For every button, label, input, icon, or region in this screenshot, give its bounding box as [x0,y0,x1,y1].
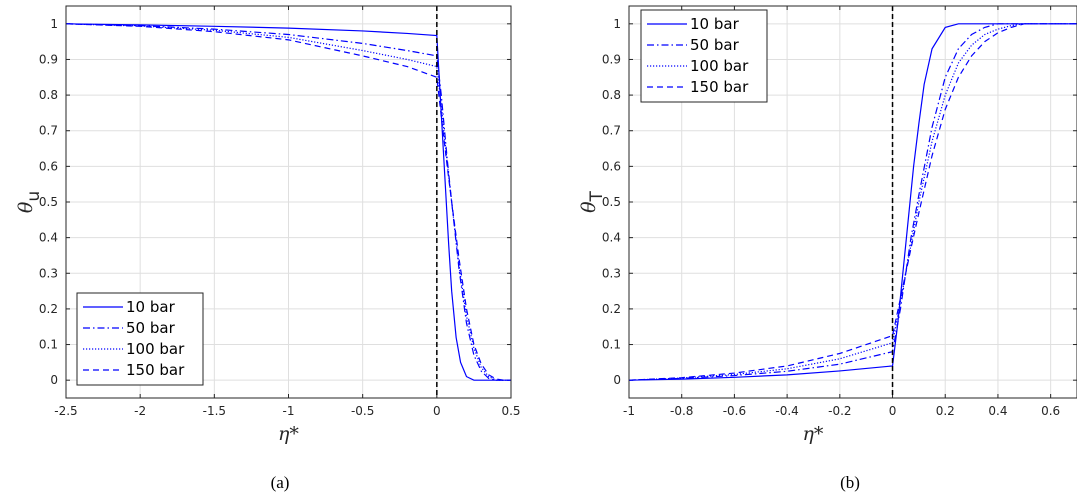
x-tick-label: -2.5 [54,404,77,418]
x-tick-label: 0.6 [1041,404,1060,418]
y-axis-label-subscript: T [587,190,607,202]
y-tick-label: 0.5 [602,195,621,209]
panel-caption: (a) [271,473,290,492]
x-tick-label: -0.4 [775,404,798,418]
x-tick-label: 0 [889,404,897,418]
x-tick-label: 0.5 [501,404,520,418]
legend-entry: 10 bar [690,15,740,33]
series-line-10-bar [629,23,1077,381]
axes-frame [65,5,512,399]
y-tick-label: 0.4 [602,231,621,245]
series-group [66,23,511,381]
y-tick-label: 0.7 [39,124,58,138]
legend-entry: 150 bar [126,361,185,379]
y-tick-label: 0.2 [602,302,621,316]
y-tick-label: 0.2 [39,302,58,316]
legend-entry: 10 bar [126,298,176,316]
y-tick-label: 0.9 [39,52,58,66]
series-line-10-bar [66,23,511,381]
series-line-150-bar [66,23,511,381]
y-tick-label: 0.9 [602,52,621,66]
x-tick-label: -1 [283,404,295,418]
axes-frame [628,5,1077,399]
x-tick-label: -1.5 [203,404,226,418]
y-axis-label: θu [15,191,44,213]
x-tick-label: 0.4 [988,404,1007,418]
chart-panel-0: -2.5 -2 -1.5 -1 -0.5 0 0.5 0 0.1 0.2 0.3 0.4 0.5 0.6 0… [15,5,521,492]
x-tick-label: -0.6 [723,404,746,418]
x-tick-label: 0 [433,404,441,418]
y-tick-label: 0 [613,373,621,387]
chart-panel-1: -1 -0.8 -0.6 -0.4 -0.2 0 0.2 0.4 0.6 0 0.1 0.2 0.3 0.… [578,5,1077,492]
series-line-150-bar [629,23,1077,381]
legend-entry: 50 bar [126,319,176,337]
legend-entry: 100 bar [690,57,749,75]
y-tick-label: 0.5 [39,195,58,209]
y-tick-label: 1 [50,17,58,31]
y-tick-label: 0.7 [602,124,621,138]
legend-entry: 100 bar [126,340,185,358]
y-tick-label: 0.6 [602,159,621,173]
legend-entry: 50 bar [690,36,740,54]
series-line-100-bar [66,23,511,381]
y-axis-label: θT [578,190,607,212]
y-tick-label: 0.1 [39,338,58,352]
y-tick-label: 0.6 [39,159,58,173]
y-tick-label: 0.8 [602,88,621,102]
legend-entry: 150 bar [690,78,749,96]
x-tick-label: -0.5 [351,404,374,418]
y-tick-label: 0 [50,373,58,387]
series-line-100-bar [629,23,1077,381]
series-group [629,23,1077,381]
y-tick-label: 1 [613,17,621,31]
x-tick-label: -2 [134,404,146,418]
y-tick-label: 0.1 [602,338,621,352]
x-tick-label: -0.2 [828,404,851,418]
x-axis-label: η* [278,423,299,445]
x-tick-label: 0.2 [936,404,955,418]
x-axis-label: η* [803,423,824,445]
legend: 10 bar 50 bar 100 bar 150 bar [76,292,204,386]
legend: 10 bar 50 bar 100 bar 150 bar [640,9,768,103]
y-axis-label-subscript: u [24,191,44,202]
panel-caption: (b) [840,473,860,492]
x-tick-label: -0.8 [670,404,693,418]
y-tick-label: 0.3 [602,266,621,280]
y-tick-label: 0.4 [39,231,58,245]
y-axis-label-symbol: θ [15,201,37,213]
x-tick-label: -1 [623,404,635,418]
y-tick-label: 0.3 [39,266,58,280]
y-tick-label: 0.8 [39,88,58,102]
y-axis-label-symbol: θ [578,201,600,213]
series-line-50-bar [629,23,1077,381]
